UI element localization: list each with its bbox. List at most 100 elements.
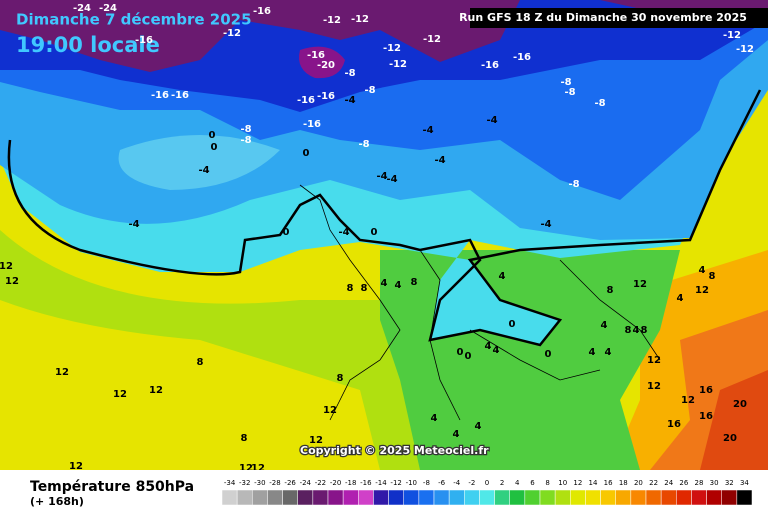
legend-label: 14 (589, 479, 598, 487)
contour-label: -8 (344, 68, 355, 79)
contour-label: 4 (485, 341, 492, 352)
contour-label: 12 (149, 385, 163, 396)
contour-label: -12 (383, 43, 401, 54)
contour-label: 8 (241, 433, 248, 444)
legend-swatch (600, 489, 616, 506)
contour-label: 0 (371, 227, 378, 238)
legend-label: 2 (500, 479, 504, 487)
legend-label: 8 (545, 479, 549, 487)
legend-swatch (676, 489, 692, 506)
contour-label: -8 (594, 98, 605, 109)
contour-label: -12 (389, 59, 407, 70)
legend-label: -16 (360, 479, 372, 487)
contour-label: -16 (307, 50, 325, 61)
contour-label: -8 (364, 85, 375, 96)
contour-label: 8 (641, 325, 648, 336)
contour-label: 12 (5, 276, 19, 287)
arctic-field (0, 0, 520, 72)
contour-label: -4 (434, 155, 445, 166)
contour-label: -16 (297, 95, 315, 106)
contour-label: 0 (457, 347, 464, 358)
contour-label: -4 (486, 115, 497, 126)
contour-label: 12 (647, 355, 661, 366)
contour-label: -4 (386, 174, 397, 185)
legend-label: -12 (390, 479, 401, 487)
contour-label: 0 (283, 227, 290, 238)
contour-label: -16 (171, 90, 189, 101)
legend-swatch (736, 489, 753, 506)
contour-label: 12 (251, 463, 265, 474)
contour-label: -12 (423, 34, 441, 45)
contour-label: 12 (113, 389, 127, 400)
contour-label: 8 (411, 277, 418, 288)
contour-label: 4 (493, 345, 500, 356)
legend-swatch (282, 489, 298, 506)
contour-label: -12 (723, 30, 741, 41)
legend-swatch (433, 489, 450, 506)
contour-label: 4 (395, 280, 402, 291)
contour-label: 16 (699, 411, 713, 422)
contour-label: -8 (358, 139, 369, 150)
legend-swatch (585, 489, 601, 506)
contour-label: -12 (223, 28, 241, 39)
legend-label: 20 (634, 479, 643, 487)
cold-pocket (118, 135, 280, 190)
legend-swatch (494, 489, 510, 506)
legend-swatch (373, 489, 389, 506)
legend-label: 16 (604, 479, 613, 487)
legend-label: -28 (269, 479, 280, 487)
contour-label: -8 (560, 77, 571, 88)
contour-label: 0 (303, 148, 310, 159)
legend-label: 4 (515, 479, 520, 487)
mild-field (0, 230, 440, 470)
contour-label: -16 (253, 6, 271, 17)
legend-swatch (388, 489, 404, 506)
copyright: Copyright © 2025 Meteociel.fr (300, 444, 489, 457)
legend-swatch (691, 489, 707, 506)
contour-label: -8 (240, 135, 251, 146)
legend-swatch (448, 489, 465, 506)
legend-swatch (721, 489, 738, 506)
contour-label: 12 (239, 463, 253, 474)
contour-label: -16 (481, 60, 499, 71)
map-date: Dimanche 7 décembre 2025 (16, 11, 252, 29)
contour-label: -4 (128, 219, 139, 230)
contour-label: 16 (699, 385, 713, 396)
legend-swatch (554, 489, 571, 506)
hottest-field (700, 370, 768, 470)
legend-swatch (645, 489, 662, 506)
contour-label: -4 (422, 125, 433, 136)
contour-label: 0 (211, 142, 218, 153)
legend-label: -2 (468, 479, 475, 487)
legend-swatch (509, 489, 526, 506)
contour-label: 4 (699, 265, 706, 276)
contour-label: 12 (681, 395, 695, 406)
legend-swatch (615, 489, 632, 506)
legend-label: -18 (345, 479, 356, 487)
contour-label: -24 (99, 3, 117, 14)
legend-label: 34 (740, 479, 749, 487)
legend-swatch (342, 489, 359, 506)
contour-label: 8 (197, 357, 204, 368)
contour-label: -4 (540, 219, 551, 230)
legend-label: -10 (406, 479, 417, 487)
legend-swatch (418, 489, 435, 506)
legend-swatch (297, 489, 314, 506)
legend-label: 26 (679, 479, 688, 487)
contour-label: -12 (351, 14, 369, 25)
contour-label: -4 (376, 171, 387, 182)
legend-swatch (570, 489, 586, 506)
contour-label: 8 (347, 283, 354, 294)
contour-label: 4 (499, 271, 506, 282)
legend-label: -30 (254, 479, 265, 487)
legend-label: -32 (239, 479, 250, 487)
contour-label: 8 (625, 325, 632, 336)
contour-label: 4 (601, 320, 608, 331)
legend-label: 24 (664, 479, 673, 487)
legend-label: 28 (695, 479, 704, 487)
contour-label: -4 (338, 227, 349, 238)
arctic-core (299, 46, 345, 79)
contour-label: 0 (209, 130, 216, 141)
contour-label: 20 (723, 433, 737, 444)
